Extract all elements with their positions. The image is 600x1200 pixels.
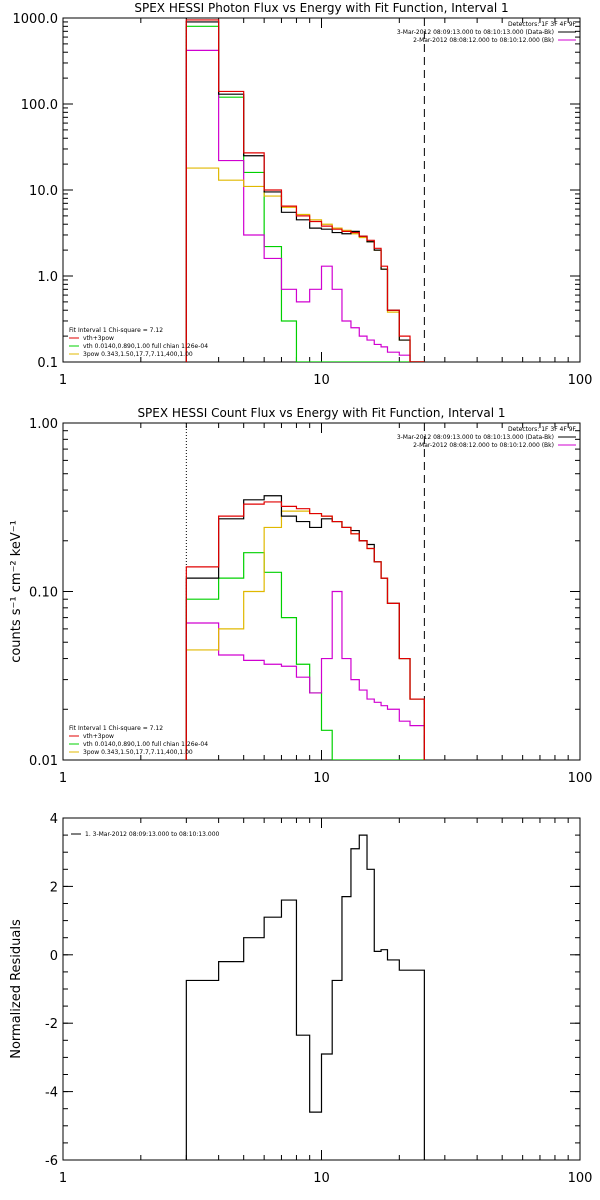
chart-title: SPEX HESSI Photon Flux vs Energy with Fi… (134, 1, 508, 15)
legend-bottomleft-text: Fit Interval 1 Chi-square = 7.12 (69, 725, 163, 732)
x-tick-label: 100 (568, 1171, 593, 1186)
y-tick-label: 0.1 (37, 356, 58, 371)
y-tick-label: 1.00 (29, 417, 58, 432)
legend-bottomleft-text: vth 0.0140,0.890,1.00 full chian 1.26e-0… (83, 741, 208, 748)
series-line-3pow (185, 167, 425, 362)
x-tick-label: 1 (59, 771, 67, 786)
legend-bottomleft-text: vth+3pow (83, 335, 114, 342)
x-tick-label: 10 (313, 1171, 330, 1186)
legend-topright-text: Detectors: 1F 3F 4F 9F (508, 21, 577, 28)
legend-topleft-text: 1. 3-Mar-2012 08:09:13.000 to 08:10:13.0… (85, 831, 220, 838)
legend-bottomleft-text: 3pow 0.343,1.50,17.7,7.11,400,1.00 (83, 749, 193, 756)
y-tick-label: 1.0 (37, 270, 58, 285)
x-tick-label: 1 (59, 373, 67, 388)
x-tick-label: 100 (568, 373, 593, 388)
chart-panel-2: SPEX HESSI Count Flux vs Energy with Fit… (9, 406, 592, 786)
x-tick-label: 100 (568, 771, 593, 786)
y-tick-label: 0.01 (29, 754, 58, 769)
x-tick-label: 10 (313, 373, 330, 388)
y-tick-label: 4 (50, 812, 58, 827)
chart-title: SPEX HESSI Count Flux vs Energy with Fit… (137, 406, 505, 420)
y-tick-label: -4 (45, 1086, 58, 1101)
y-tick-label: -6 (45, 1154, 58, 1169)
series-line-residuals (185, 834, 425, 1160)
legend-topright-text: 2-Mar-2012 08:08:12.000 to 08:10:12.000 … (413, 442, 554, 449)
legend-bottomleft-text: Fit Interval 1 Chi-square = 7.12 (69, 327, 163, 334)
series-line-vth-3pow (185, 19, 425, 362)
series-line-data-bk (185, 495, 425, 760)
legend-bottomleft-text: vth+3pow (83, 733, 114, 740)
series-line-3pow (185, 510, 425, 760)
plot-frame (62, 17, 581, 363)
legend-topright-text: Detectors: 1F 3F 4F 9F (508, 426, 577, 433)
legend-topright-text: 3-Mar-2012 08:09:13.000 to 08:10:13.000 … (397, 29, 554, 36)
chart-panel-1: SPEX HESSI Photon Flux vs Energy with Fi… (13, 1, 593, 388)
series-group (185, 19, 425, 362)
y-tick-label: 0 (50, 949, 58, 964)
series-group (185, 495, 425, 760)
legend-topright-text: 3-Mar-2012 08:09:13.000 to 08:10:13.000 … (397, 434, 554, 441)
x-tick-label: 10 (313, 771, 330, 786)
series-line-bk (185, 49, 425, 362)
series-line-vth (185, 552, 425, 760)
series-line-bk (185, 590, 425, 760)
y-tick-label: 0.10 (29, 586, 58, 601)
chart-panel-3: 1 10 100 -6 -4 -2 0 2 4 Normalized Residuals 1. 3-… (9, 812, 592, 1186)
y-tick-label: 2 (50, 880, 58, 895)
y-axis-label: Normalized Residuals (9, 919, 24, 1059)
y-tick-label: -2 (45, 1017, 58, 1032)
legend-bottomleft-text: 3pow 0.343,1.50,17.7,7.11,400,1.00 (83, 351, 193, 358)
x-tick-label: 1 (59, 1171, 67, 1186)
legend-topright-text: 2-Mar-2012 08:08:12.000 to 08:10:12.000 … (413, 37, 554, 44)
series-line-data-bk (185, 21, 425, 362)
series-line-vth-3pow (185, 501, 425, 760)
legend-bottomleft-text: vth 0.0140,0.890,1.00 full chian 1.26e-0… (83, 343, 208, 350)
series-group (185, 834, 425, 1160)
y-tick-label: 1000.0 (13, 12, 59, 27)
y-tick-label: 10.0 (29, 184, 58, 199)
y-tick-label: 100.0 (21, 98, 58, 113)
y-axis-label: counts s⁻¹ cm⁻² keV⁻¹ (9, 520, 24, 663)
